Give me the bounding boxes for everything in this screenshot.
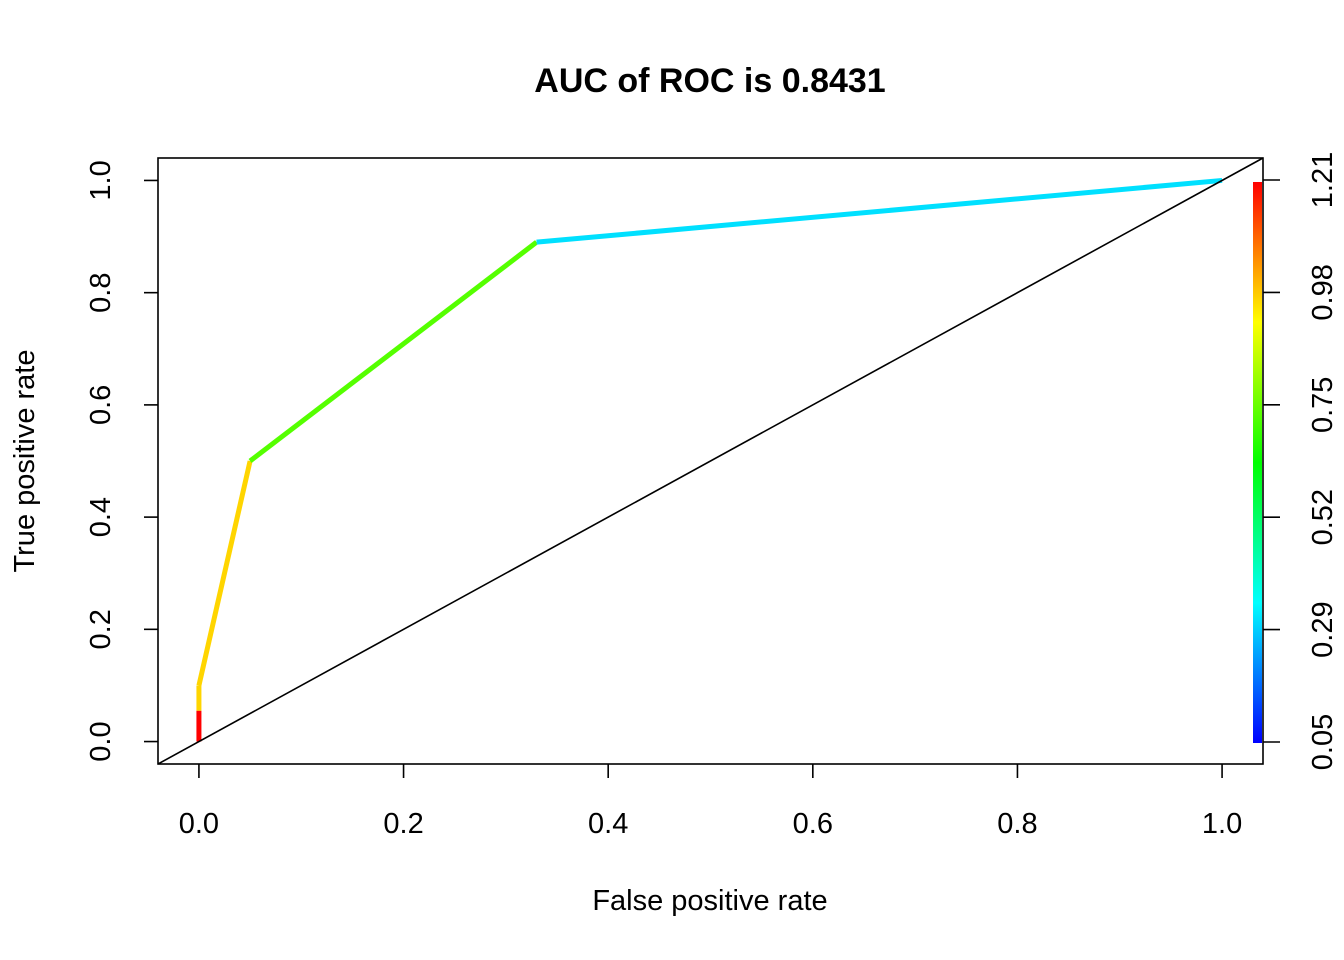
roc-segment <box>196 460 253 687</box>
colorbar-tick-label: 0.52 <box>1307 489 1339 545</box>
y-tick-label: 1.0 <box>85 160 117 200</box>
diagonal-reference-line <box>157 157 1264 765</box>
y-tick-label: 0.2 <box>85 609 117 649</box>
y-tick-label: 0.8 <box>85 273 117 313</box>
x-axis: 0.0 0.2 0.4 0.6 0.8 1.0 <box>179 764 1242 840</box>
chart-title: AUC of ROC is 0.8431 <box>534 62 885 100</box>
x-axis-label: False positive rate <box>592 885 827 917</box>
colorbar <box>1253 182 1262 743</box>
colorbar-tick-label: 1.21 <box>1307 152 1339 208</box>
colorbar-tick-label: 0.05 <box>1307 714 1339 770</box>
plot-frame <box>157 157 1264 765</box>
y-axis-label: True positive rate <box>9 350 41 573</box>
roc-segment <box>248 240 539 463</box>
colorbar-tick-label: 0.75 <box>1307 377 1339 433</box>
colorbar-axis: 0.05 0.29 0.52 0.75 0.98 1.21 <box>1263 152 1339 770</box>
roc-segment <box>536 177 1223 245</box>
y-axis: 0.0 0.2 0.4 0.6 0.8 1.0 <box>85 160 158 762</box>
y-tick-label: 0.0 <box>85 721 117 761</box>
x-tick-label: 0.2 <box>383 808 423 840</box>
colorbar-tick-label: 0.98 <box>1307 264 1339 320</box>
x-tick-label: 1.0 <box>1202 808 1242 840</box>
roc-curve <box>196 177 1223 742</box>
x-tick-label: 0.0 <box>179 808 219 840</box>
x-tick-label: 0.6 <box>793 808 833 840</box>
colorbar-tick-label: 0.29 <box>1307 601 1339 657</box>
x-tick-label: 0.8 <box>997 808 1037 840</box>
x-tick-label: 0.4 <box>588 808 628 840</box>
y-tick-label: 0.4 <box>85 497 117 537</box>
y-tick-label: 0.6 <box>85 385 117 425</box>
